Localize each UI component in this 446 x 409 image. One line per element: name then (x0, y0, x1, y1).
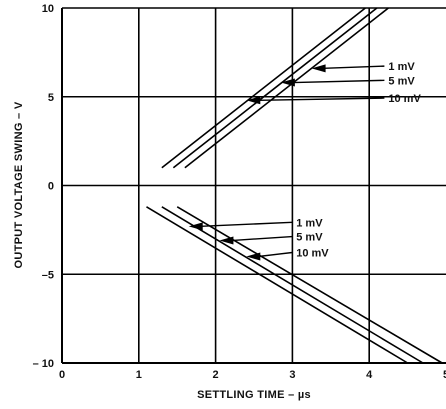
annotations: 1 mV 5 mV 10 mV 1 mV 5 mV 10 mV (188, 61, 421, 261)
annotation-label: 5 mV (388, 75, 415, 87)
annotation-arrowhead (246, 252, 261, 261)
annotation-label: 5 mV (296, 232, 323, 244)
x-tick-label: 1 (136, 369, 142, 381)
annotation-label: 1 mV (296, 217, 323, 229)
series-line-positive (161, 7, 366, 169)
series-line-negative (161, 206, 424, 364)
annotation-label: 10 mV (388, 93, 421, 105)
series-group (146, 7, 443, 364)
x-tick-label: 5 (443, 369, 446, 381)
annotation-leader (258, 251, 293, 258)
y-tick-label: –5 (42, 269, 54, 281)
annotation-leader (323, 65, 385, 70)
annotation-arrowhead (219, 236, 234, 245)
y-tick-label: 5 (48, 92, 54, 104)
series-line-positive (184, 7, 389, 169)
tick-labels: 0 1 2 3 4 5 10 5 0 –5 – 10 (33, 3, 446, 381)
series-line-negative (146, 206, 409, 364)
y-tick-label: 0 (48, 181, 54, 193)
y-tick-label: – 10 (33, 358, 54, 370)
x-tick-label: 4 (366, 369, 373, 381)
annotation-leader (200, 221, 293, 228)
series-line-negative (176, 206, 443, 364)
annotation-arrowhead (246, 96, 261, 105)
series-line-positive (172, 7, 378, 169)
annotation-label: 10 mV (296, 248, 329, 260)
x-tick-label: 3 (289, 369, 295, 381)
x-axis-title: SETTLING TIME – µs (197, 389, 311, 401)
x-tick-label: 2 (213, 369, 219, 381)
annotation-arrowhead (280, 78, 295, 87)
x-tick-label: 0 (59, 369, 65, 381)
annotation-leader (231, 235, 293, 242)
annotation-arrowhead (311, 64, 326, 73)
annotation-leader (258, 97, 385, 101)
annotation-label: 1 mV (388, 61, 415, 73)
y-axis-title: OUTPUT VOLTAGE SWING – V (13, 101, 25, 268)
annotation-arrowhead (188, 222, 203, 231)
annotation-leader (292, 79, 385, 84)
y-tick-label: 10 (42, 3, 54, 15)
